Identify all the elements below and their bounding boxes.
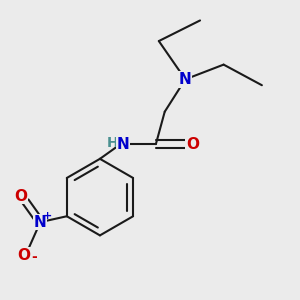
Text: N: N (116, 136, 129, 152)
Text: -: - (31, 250, 37, 265)
Text: N: N (34, 214, 47, 230)
Text: O: O (14, 189, 27, 204)
Text: H: H (106, 136, 118, 150)
Text: O: O (186, 136, 199, 152)
Text: O: O (18, 248, 31, 262)
Text: N: N (179, 72, 192, 87)
Text: +: + (43, 211, 52, 221)
